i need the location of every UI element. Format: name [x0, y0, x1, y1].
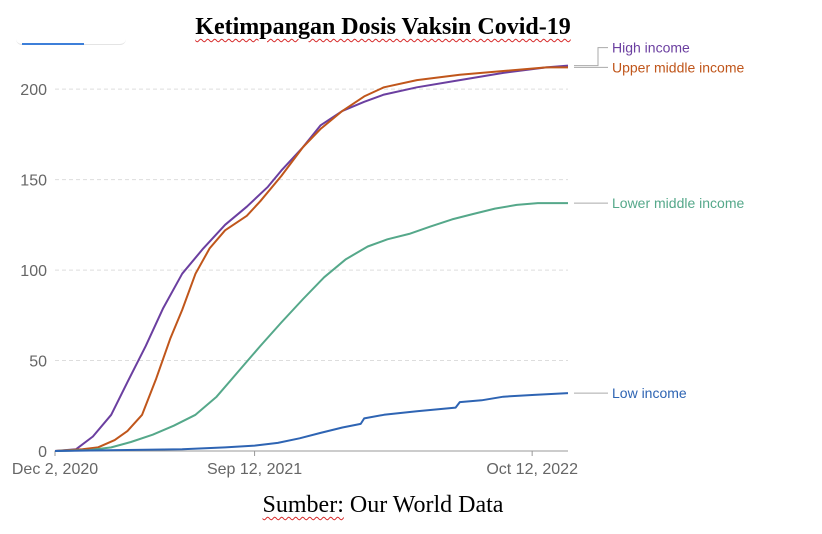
y-tick-label: 150	[20, 173, 47, 190]
caption-prefix: Sumber:	[262, 492, 344, 518]
series-line-upper-middle-income	[54, 66, 568, 452]
leader-line-high-income	[574, 47, 608, 67]
y-tick-label: 50	[29, 354, 47, 371]
x-tick-label: Oct 12, 2022	[486, 461, 578, 478]
series-line-high-income	[54, 64, 569, 452]
chart-title: Ketimpangan Dosis Vaksin Covid-19	[195, 14, 571, 40]
series-label-layer: High income Upper middle income Lower midd…	[574, 40, 744, 401]
series-label-upper-middle-income: Upper middle income	[612, 59, 744, 75]
toggle-indicator	[22, 43, 84, 45]
grid-layer	[55, 88, 568, 362]
y-tick-label: 200	[20, 82, 47, 99]
series-line-lower-middle-income	[54, 202, 568, 452]
axis-layer: 0 50 100 150 200 Dec 2, 2020 Sep 12, 2021 Oct 1…	[12, 82, 578, 478]
series-label-low-income: Low income	[612, 385, 687, 401]
cropped-toggle-control[interactable]	[16, 36, 126, 45]
caption-source: Our World Data	[343, 492, 504, 518]
series-line-low-income	[54, 392, 569, 452]
x-tick-label: Dec 2, 2020	[12, 461, 98, 478]
series-layer	[54, 64, 569, 452]
chart-caption: Sumber: Our World Data	[0, 492, 766, 519]
y-tick-label: 0	[38, 444, 47, 461]
series-label-high-income: High income	[612, 40, 690, 56]
series-label-lower-middle-income: Lower middle income	[612, 195, 744, 211]
x-tick-label: Sep 12, 2021	[207, 461, 302, 478]
y-tick-label: 100	[20, 263, 47, 280]
